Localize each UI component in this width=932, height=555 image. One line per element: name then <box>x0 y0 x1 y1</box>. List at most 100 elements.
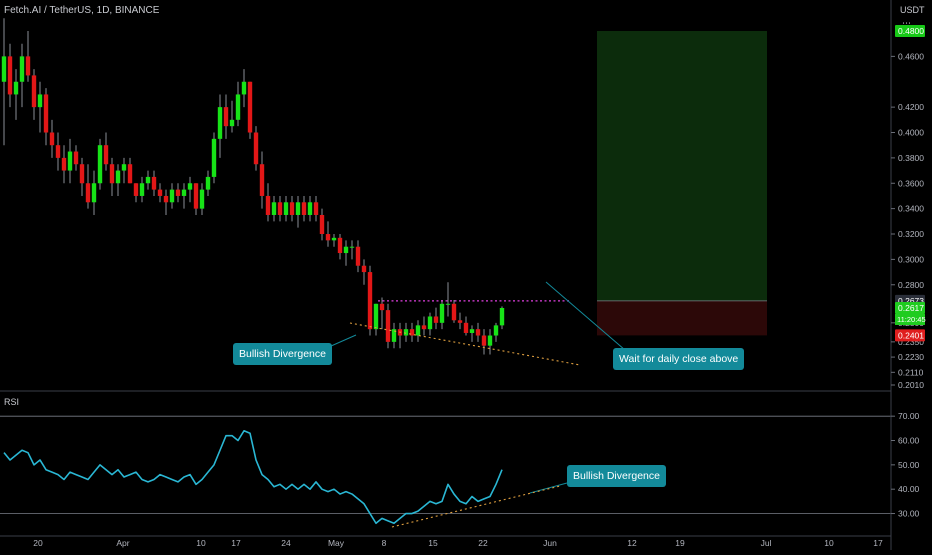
candle-body <box>145 176 151 184</box>
rsi-tick-label: 50.00 <box>898 460 920 470</box>
price-tick-label: 0.4600 <box>898 51 924 61</box>
time-tick-label: Jun <box>543 538 557 548</box>
candle-body <box>229 119 235 127</box>
price-tick-label: 0.2110 <box>898 367 924 377</box>
candle-body <box>55 145 61 158</box>
price-tick-label: 0.3600 <box>898 178 924 188</box>
rsi-tick-label: 70.00 <box>898 411 920 421</box>
target-price-tag-bg <box>895 25 925 37</box>
candle-body <box>151 176 157 190</box>
price-tick-label: 0.4200 <box>898 102 924 112</box>
candle-body <box>157 189 163 196</box>
stop-zone <box>597 300 767 336</box>
candle-body <box>127 164 133 184</box>
callout-pointer-wait <box>545 281 626 351</box>
candle-body <box>199 189 205 209</box>
time-tick-label: 10 <box>196 538 206 548</box>
candle-body <box>277 202 283 215</box>
candle-body <box>379 303 385 311</box>
time-tick-label: 19 <box>675 538 685 548</box>
stop-price-tag: 0.2401 <box>898 330 924 340</box>
time-tick-label: 12 <box>627 538 637 548</box>
candle-body <box>13 81 19 95</box>
candle-body <box>175 189 181 196</box>
candle-body <box>409 329 415 336</box>
scale-menu-icon[interactable]: ⋯ <box>902 18 912 28</box>
candle-body <box>121 164 127 171</box>
candle-body <box>493 325 499 336</box>
candle-body <box>451 303 457 321</box>
current-price-tag: 0.2617 <box>898 303 924 313</box>
target-zone <box>597 31 767 301</box>
candle-body <box>331 237 337 241</box>
candle-body <box>109 164 115 184</box>
price-tick-label: 0.2350 <box>898 337 924 347</box>
candle-body <box>37 94 43 108</box>
candle-body <box>439 303 445 323</box>
price-tick-label: 0.2230 <box>898 352 924 362</box>
candle-body <box>241 81 247 95</box>
candle-body <box>427 316 433 330</box>
candle-body <box>313 202 319 215</box>
candle-body <box>421 325 427 330</box>
candle-body <box>103 145 109 165</box>
candle-body <box>499 307 505 326</box>
candle-body <box>247 81 253 133</box>
price-tick-label: 0.2010 <box>898 380 924 390</box>
candle-body <box>169 189 175 203</box>
currency-label: USDT <box>900 5 925 15</box>
price-divergence-trendline <box>349 322 581 366</box>
candle-body <box>211 138 217 177</box>
candle-body <box>217 107 223 139</box>
candle-body <box>481 335 487 346</box>
candle-body <box>457 320 463 323</box>
time-tick-label: 22 <box>478 538 488 548</box>
candle-body <box>283 202 289 215</box>
candle-body <box>349 246 355 248</box>
candle-body <box>85 183 91 203</box>
candle-body <box>193 183 199 209</box>
candle-body <box>391 329 397 342</box>
candle-body <box>319 214 325 235</box>
candle-body <box>271 202 277 215</box>
callout-pointer-rsi <box>529 482 568 494</box>
candle-body <box>61 157 67 171</box>
price-candles <box>1 18 505 355</box>
current-price-tag-bg <box>895 301 925 314</box>
candle-body <box>289 202 295 215</box>
price-tick-label: 0.3000 <box>898 254 924 264</box>
candle-body <box>133 183 139 196</box>
rsi-divergence-trendline <box>391 485 561 528</box>
entry-price-tag: 0.2673 <box>898 296 924 306</box>
callout-bullish-divergence-rsi: Bullish Divergence <box>567 465 666 487</box>
candle-body <box>91 183 97 203</box>
time-tick-label: 17 <box>873 538 883 548</box>
candle-body <box>67 151 73 171</box>
current-price-tag-extra-bg <box>895 313 925 325</box>
price-tick-label: 0.3400 <box>898 204 924 214</box>
time-tick-label: 24 <box>281 538 291 548</box>
candle-body <box>205 176 211 190</box>
candle-body <box>469 329 475 333</box>
candle-body <box>115 170 121 184</box>
rsi-tick-label: 60.00 <box>898 436 920 446</box>
rsi-line <box>3 429 503 525</box>
rsi-tick-label: 30.00 <box>898 509 920 519</box>
candle-body <box>163 195 169 203</box>
candle-body <box>367 272 373 330</box>
callout-bullish-divergence-price: Bullish Divergence <box>233 343 332 365</box>
candle-body <box>343 246 349 254</box>
callout-wait-close: Wait for daily close above <box>613 348 745 370</box>
chart-title: Fetch.AI / TetherUS, 1D, BINANCE <box>4 5 160 16</box>
rsi-tick-label: 40.00 <box>898 484 920 494</box>
rsi-label: RSI <box>4 397 20 407</box>
time-tick-label: 8 <box>382 538 387 548</box>
candle-body <box>31 75 37 108</box>
candle-body <box>301 202 307 215</box>
current-price-tag-countdown: 11:20:45 <box>897 315 926 324</box>
candle-body <box>445 303 451 305</box>
candle-body <box>223 107 229 127</box>
candle-body <box>433 316 439 323</box>
